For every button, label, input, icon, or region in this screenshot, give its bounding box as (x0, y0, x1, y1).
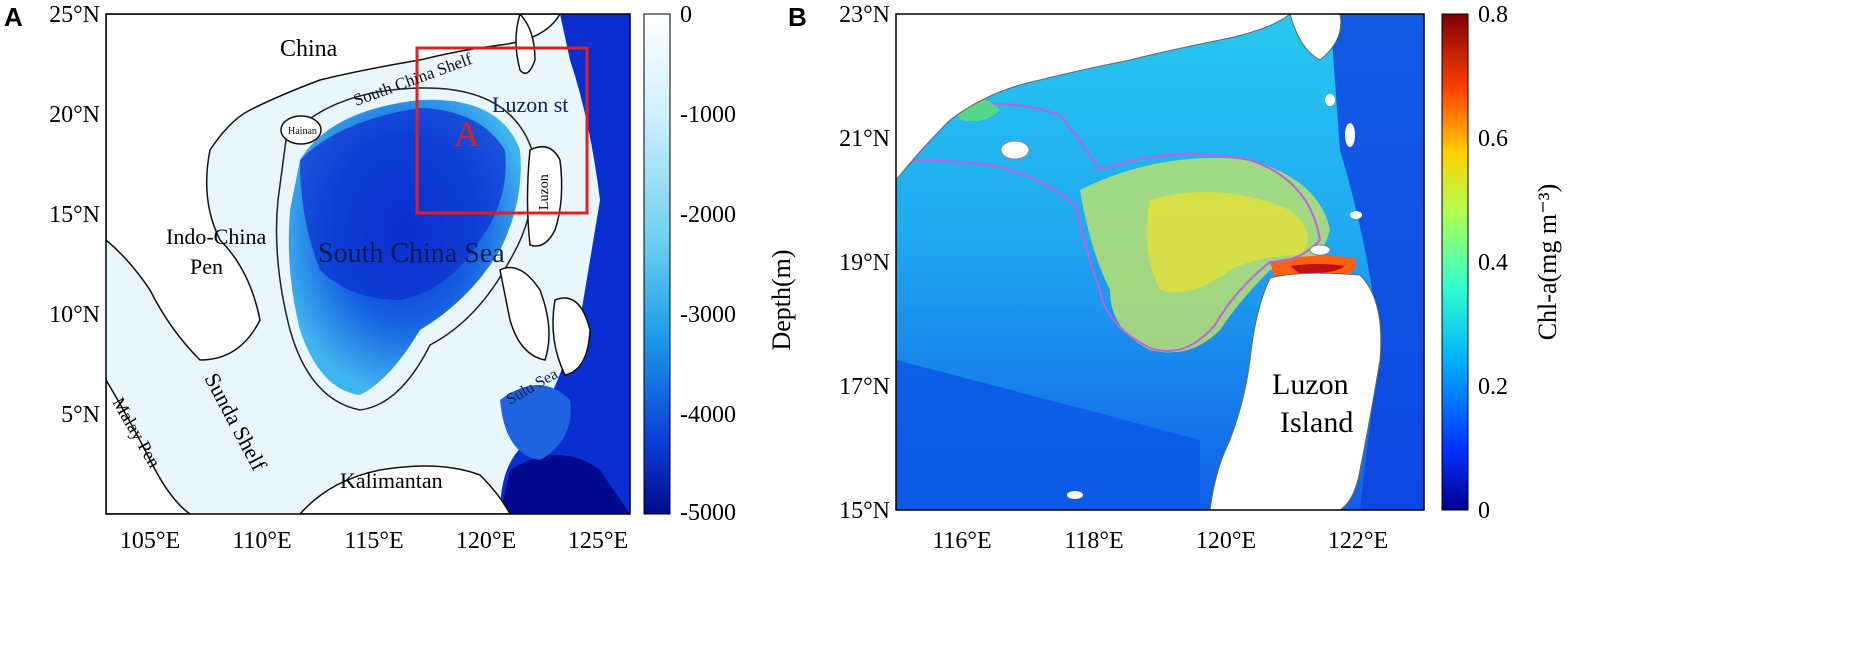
chl-colorbar (1441, 13, 1469, 511)
lat-tick: 5°N (61, 402, 100, 428)
panel-b-lon-axis: 116°E 118°E 120°E 122°E (932, 528, 1388, 554)
panel-a-lon-axis: 105°E 110°E 115°E 120°E 125°E (120, 528, 628, 554)
study-area-box (415, 46, 589, 215)
lat-tick: 15°N (839, 498, 890, 524)
label-box-a: A (454, 114, 480, 154)
label-luzon-island-1: Luzon (1272, 368, 1349, 401)
label-indo-china-pen: Pen (190, 254, 223, 279)
lon-tick: 125°E (568, 528, 628, 554)
chl-tick: 0.8 (1478, 2, 1508, 28)
lon-tick: 122°E (1328, 528, 1388, 554)
lat-tick: 21°N (839, 126, 890, 152)
panel-a-letter: A (4, 2, 23, 32)
lon-tick: 120°E (1196, 528, 1256, 554)
panel-a: A (4, 2, 796, 554)
depth-tick: -4000 (680, 402, 736, 428)
label-kalimantan: Kalimantan (340, 468, 443, 493)
chl-colorbar-ticks: 0.8 0.6 0.4 0.2 0 (1478, 2, 1508, 524)
label-south-china-sea: South China Sea (318, 238, 505, 269)
lon-tick: 105°E (120, 528, 180, 554)
panel-a-lat-axis: 25°N 20°N 15°N 10°N 5°N (49, 2, 100, 428)
lon-tick: 110°E (232, 528, 291, 554)
depth-tick: -3000 (680, 302, 736, 328)
lat-tick: 20°N (49, 102, 100, 128)
depth-tick: -1000 (680, 102, 736, 128)
depth-colorbar (643, 13, 671, 515)
lon-tick: 116°E (932, 528, 991, 554)
label-indo-china: Indo-China (166, 224, 266, 249)
chl-tick: 0.6 (1478, 126, 1508, 152)
depth-tick: 0 (680, 2, 692, 28)
depth-tick: -2000 (680, 202, 736, 228)
label-hainan: Hainan (288, 126, 317, 137)
lat-tick: 25°N (49, 2, 100, 28)
label-luzon-island-2: Island (1280, 406, 1353, 439)
lat-tick: 15°N (49, 202, 100, 228)
lat-tick: 10°N (49, 302, 100, 328)
lon-tick: 115°E (344, 528, 403, 554)
panel-b-letter: B (788, 2, 807, 32)
lat-tick: 23°N (839, 2, 890, 28)
bathymetry-map (106, 14, 630, 514)
label-luzon-strait: Luzon st (492, 92, 568, 117)
depth-colorbar-ticks: 0 -1000 -2000 -3000 -4000 -5000 (680, 2, 736, 526)
chl-colorbar-label: Chl-a(mg m⁻³) (1533, 184, 1562, 341)
lat-tick: 17°N (839, 374, 890, 400)
label-luzon: Luzon (537, 174, 552, 210)
lon-tick: 120°E (456, 528, 516, 554)
chlorophyll-map (896, 14, 1424, 510)
lat-tick: 19°N (839, 250, 890, 276)
panel-b-lat-axis: 23°N 21°N 19°N 17°N 15°N (839, 2, 890, 524)
label-china: China (280, 36, 338, 62)
panel-b: B (788, 2, 1562, 554)
chl-tick: 0 (1478, 498, 1490, 524)
depth-colorbar-label: Depth(m) (767, 249, 796, 350)
chl-tick: 0.2 (1478, 374, 1508, 400)
chl-tick: 0.4 (1478, 250, 1508, 276)
depth-tick: -5000 (680, 500, 736, 526)
lon-tick: 118°E (1064, 528, 1123, 554)
